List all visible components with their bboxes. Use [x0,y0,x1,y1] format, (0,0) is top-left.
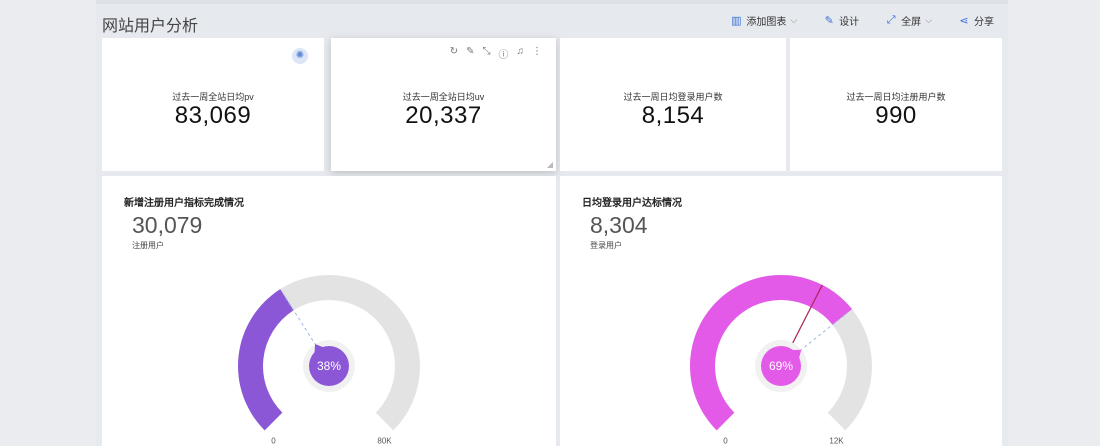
more-icon[interactable]: ⋮ [532,46,542,57]
resize-handle-icon[interactable]: ◢ [546,160,553,169]
panel-subtitle: 注册用户 [132,241,164,250]
gauge-max-label: 80K [377,437,392,446]
kpi-label: 过去一周日均登录用户数 [623,92,723,102]
kpi-value: 20,337 [405,102,482,129]
share-button[interactable]: ⋖ 分享 [958,13,994,28]
dashboard-header: 网站用户分析 ▥ 添加图表 ⌵ ✎ 设计 ⤢ 全屏 ⌵ ⋖ 分享 [96,6,1008,36]
design-button[interactable]: ✎ 设计 [823,13,860,28]
fullscreen-label: 全屏 [901,17,922,28]
gauge-max-label: 12K [829,437,844,446]
gauge-percent-label: 69% [769,359,793,373]
kpi-card-uv[interactable]: ↻ ✎ ⤡ ⓘ ♫ ⋮ 过去一周全站日均uv 20,337 ◢ [331,38,556,171]
bell-icon[interactable]: ♫ [516,46,525,57]
gauge-pointer [314,344,326,356]
gauge-chart: 69% 0 12K [689,274,872,446]
gauge-pointer [789,349,802,361]
chevron-down-icon: ⌵ [925,15,932,25]
page-title: 网站用户分析 [102,18,199,35]
fullscreen-button[interactable]: ⤢ 全屏 ⌵ [885,13,932,28]
gauge-fill [689,274,853,431]
fullscreen-icon: ⤢ [886,14,896,26]
dashboard-frame: 网站用户分析 ▥ 添加图表 ⌵ ✎ 设计 ⤢ 全屏 ⌵ ⋖ 分享 ✺ 过 [96,0,1008,446]
panel-value: 8,304 [590,212,648,238]
kpi-label: 过去一周全站日均pv [172,92,254,102]
panel-title: 新增注册用户指标完成情况 [124,198,244,209]
gauge-panel-register[interactable]: 新增注册用户指标完成情况 30,079 注册用户 38% 0 80K [102,176,556,446]
kpi-card-register[interactable]: 过去一周日均注册用户数 990 [790,38,1002,171]
design-icon: ✎ [824,15,834,27]
card-toolbar: ↻ ✎ ⤡ ⓘ ♫ ⋮ [450,46,542,61]
add-chart-button[interactable]: ▥ 添加图表 ⌵ [730,13,797,28]
share-label: 分享 [974,17,994,28]
gauge-center-disc [761,346,801,386]
gauge-target-line [789,284,823,349]
expand-icon[interactable]: ⤡ [482,46,491,57]
panel-subtitle: 登录用户 [590,241,622,250]
info-icon[interactable]: ⓘ [498,50,509,61]
gauge-panel-login[interactable]: 日均登录用户达标情况 8,304 登录用户 69% 0 12K [560,176,1002,446]
top-border [96,0,1008,4]
gauge-fill [238,289,294,431]
bar-chart-icon: ▥ [731,15,742,27]
add-chart-label: 添加图表 [746,17,787,28]
gear-icon[interactable]: ✺ [292,48,308,64]
gauge-min-label: 0 [271,437,276,446]
kpi-label: 过去一周日均注册用户数 [846,92,946,102]
panel-title: 日均登录用户达标情况 [582,198,682,209]
gauge-min-label: 0 [723,437,728,446]
kpi-card-pv[interactable]: ✺ 过去一周全站日均pv 83,069 [102,38,324,171]
kpi-label: 过去一周全站日均uv [402,92,485,102]
refresh-icon[interactable]: ↻ [449,46,459,57]
design-label: 设计 [839,17,860,28]
gauge-chart: 38% 0 80K [238,275,420,446]
kpi-card-login[interactable]: 过去一周日均登录用户数 8,154 [560,38,786,171]
panel-value: 30,079 [132,212,203,238]
share-icon: ⋖ [959,15,969,27]
kpi-value: 990 [875,102,917,129]
gauge-center-disc [309,346,349,386]
kpi-value: 8,154 [641,102,705,129]
kpi-value: 83,069 [174,102,252,129]
edit-icon[interactable]: ✎ [466,46,475,57]
gauge-percent-label: 38% [317,359,341,373]
chevron-down-icon: ⌵ [790,15,798,25]
toolbar: ▥ 添加图表 ⌵ ✎ 设计 ⤢ 全屏 ⌵ ⋖ 分享 [730,13,994,28]
